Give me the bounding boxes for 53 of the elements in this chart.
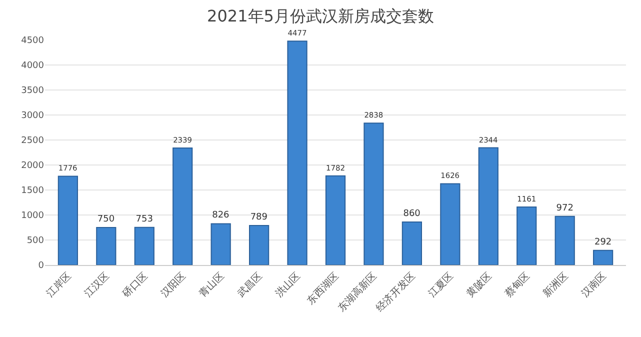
bar — [402, 222, 422, 265]
y-tick-label: 3500 — [21, 86, 44, 96]
bar — [249, 225, 270, 265]
bar — [287, 40, 308, 265]
data-label: 2838 — [364, 110, 384, 120]
bar — [554, 216, 575, 265]
data-label: 753 — [136, 214, 153, 224]
y-tick-label: 1500 — [21, 186, 44, 196]
bar — [58, 176, 78, 265]
bar — [364, 122, 384, 265]
chart-title: 2021年5月份武汉新房成交套数 — [207, 6, 434, 26]
x-tick-label: 黄陂区 — [464, 270, 494, 300]
bar — [172, 148, 193, 265]
bar — [516, 206, 537, 265]
data-label: 789 — [250, 212, 268, 223]
x-tick-label: 武昌区 — [235, 270, 265, 300]
data-label: 860 — [403, 209, 421, 219]
bar — [593, 250, 614, 265]
y-tick-label: 4000 — [21, 61, 44, 72]
bar — [325, 175, 346, 265]
bar — [478, 147, 498, 265]
bar — [440, 183, 460, 265]
y-tick-label: 2500 — [21, 136, 44, 146]
data-label: 292 — [594, 237, 612, 248]
x-tick-label: 汉阳区 — [158, 270, 188, 300]
x-tick-label: 江岸区 — [44, 270, 74, 300]
y-tick-label: 500 — [26, 236, 44, 246]
bar — [210, 223, 231, 265]
x-tick-label: 青山区 — [196, 270, 226, 300]
data-label: 1782 — [326, 163, 346, 172]
x-tick-label: 江夏区 — [426, 270, 456, 300]
data-label: 1776 — [58, 164, 78, 173]
bar — [96, 227, 116, 265]
x-tick-label: 洪山区 — [273, 270, 303, 300]
data-label: 750 — [97, 214, 115, 224]
data-label: 4477 — [288, 28, 308, 38]
data-label: 1626 — [440, 171, 460, 180]
y-tick-label: 0 — [38, 261, 44, 272]
x-tick-label: 汉南区 — [579, 270, 609, 300]
x-tick-label: 硚口区 — [120, 270, 150, 301]
data-label: 972 — [556, 203, 574, 214]
bar — [134, 226, 154, 265]
data-label: 2339 — [173, 136, 192, 145]
y-tick-label: 2000 — [21, 161, 44, 172]
y-tick-label: 4500 — [21, 36, 44, 46]
data-label: 2344 — [478, 135, 498, 144]
data-label: 1161 — [517, 194, 536, 204]
data-label: 826 — [212, 210, 230, 221]
y-tick-label: 1000 — [21, 211, 44, 222]
y-tick-label: 3000 — [21, 111, 44, 122]
x-tick-label: 江汉区 — [82, 270, 112, 300]
x-tick-label: 蔡甸区 — [502, 270, 532, 300]
x-tick-label: 新洲区 — [540, 270, 570, 300]
